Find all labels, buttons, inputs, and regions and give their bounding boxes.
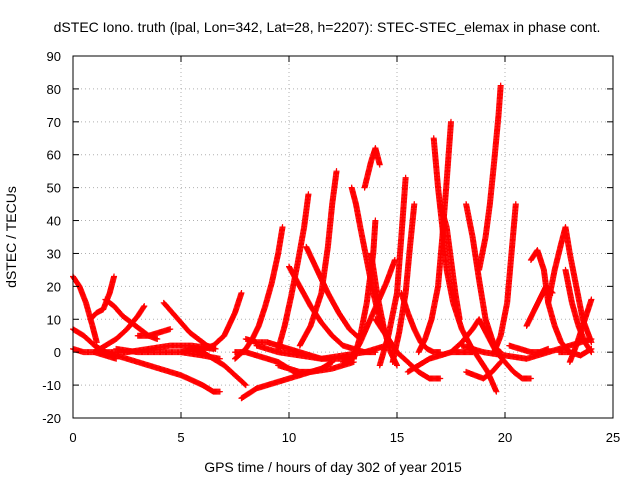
- data-series: [188, 289, 245, 352]
- data-series: [134, 326, 174, 339]
- x-tick-label: 20: [498, 430, 512, 445]
- data-series-layer: [70, 82, 595, 402]
- data-point: [238, 289, 245, 296]
- data-point: [111, 273, 118, 280]
- y-tick-label: -20: [42, 411, 61, 426]
- x-tick-label: 25: [606, 430, 620, 445]
- data-point: [140, 304, 147, 311]
- data-series: [275, 359, 336, 375]
- y-tick-label: 10: [47, 312, 61, 327]
- x-tick-label: 15: [390, 430, 404, 445]
- data-point: [113, 355, 120, 362]
- data-series: [303, 243, 364, 343]
- x-tick-label: 10: [282, 430, 296, 445]
- data-point: [279, 224, 286, 231]
- y-tick-label: 70: [47, 115, 61, 130]
- grid: [73, 56, 613, 418]
- x-tick-label: 5: [177, 430, 184, 445]
- chart-title: dSTEC Iono. truth (lpal, Lon=342, Lat=28…: [54, 19, 601, 35]
- y-tick-label: 40: [47, 214, 61, 229]
- y-tick-label: 90: [47, 49, 61, 64]
- y-tick-label: 50: [47, 181, 61, 196]
- y-tick-label: -10: [42, 378, 61, 393]
- data-series: [91, 303, 148, 356]
- data-point: [333, 168, 340, 175]
- y-tick-label: 60: [47, 148, 61, 163]
- y-tick-label: 20: [47, 279, 61, 294]
- data-point: [242, 382, 249, 389]
- data-point: [216, 388, 223, 395]
- y-tick-label: 30: [47, 246, 61, 261]
- data-series: [286, 263, 379, 356]
- y-tick-label: 0: [54, 345, 61, 360]
- data-point: [372, 349, 379, 356]
- x-axis-label: GPS time / hours of day 302 of year 2015: [204, 459, 462, 475]
- data-series: [232, 224, 286, 362]
- y-axis-label: dSTEC / TECUs: [3, 186, 19, 288]
- y-tick-label: 80: [47, 82, 61, 97]
- data-point: [141, 303, 148, 310]
- data-point: [154, 336, 161, 343]
- data-point: [241, 381, 248, 388]
- x-tick-label: 0: [69, 430, 76, 445]
- data-point: [329, 359, 336, 366]
- data-point: [167, 326, 174, 333]
- data-point: [305, 191, 312, 198]
